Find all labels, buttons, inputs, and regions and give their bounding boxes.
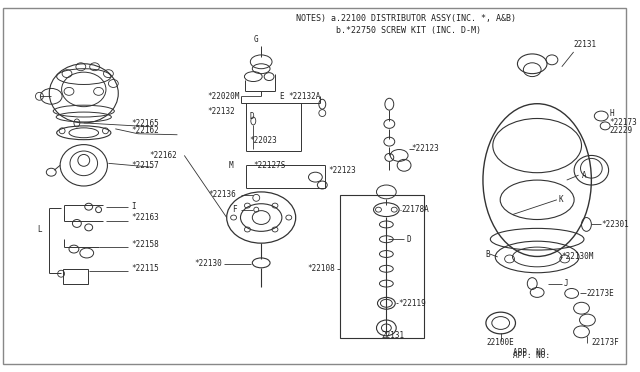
Text: b.*22750 SCREW KIT (INC. D-M): b.*22750 SCREW KIT (INC. D-M) (296, 26, 481, 35)
Text: *22130: *22130 (194, 259, 222, 268)
Text: 22100E: 22100E (487, 338, 515, 347)
Text: *22301: *22301 (601, 220, 629, 229)
Text: APP. NO.: APP. NO. (513, 351, 550, 360)
Text: M: M (229, 161, 234, 170)
Text: *22119: *22119 (398, 299, 426, 308)
Text: G: G (254, 35, 259, 44)
Text: 22131: 22131 (573, 39, 596, 49)
Text: APP. NO.: APP. NO. (513, 348, 550, 357)
Text: 22229: 22229 (609, 126, 632, 135)
Text: *22165: *22165 (131, 119, 159, 128)
Text: *22132: *22132 (207, 107, 235, 116)
Text: *22158: *22158 (131, 240, 159, 248)
Text: 22173F: 22173F (591, 338, 619, 347)
Text: J: J (564, 279, 568, 288)
Text: *22136: *22136 (209, 190, 237, 199)
Text: E: E (279, 92, 284, 101)
Text: 22131: 22131 (381, 331, 404, 340)
Text: *22108: *22108 (307, 264, 335, 273)
Text: *22162: *22162 (150, 151, 177, 160)
Text: D: D (406, 235, 411, 244)
Text: *22123: *22123 (328, 166, 356, 175)
Text: *22020M: *22020M (207, 92, 239, 101)
Text: K: K (559, 195, 563, 204)
Text: *22127S: *22127S (253, 161, 285, 170)
Bar (63, 269, 88, 283)
Text: H: H (609, 109, 614, 118)
Text: *22163: *22163 (131, 213, 159, 222)
Text: D: D (250, 112, 254, 121)
Text: A: A (582, 171, 586, 180)
Text: F: F (232, 205, 237, 214)
Text: B: B (485, 250, 490, 259)
Text: 22178A: 22178A (401, 205, 429, 214)
Text: NOTES) a.22100 DISTRIBUTOR ASSY(INC. *, A&B): NOTES) a.22100 DISTRIBUTOR ASSY(INC. *, … (296, 14, 516, 23)
Text: 22173E: 22173E (586, 289, 614, 298)
Text: *22115: *22115 (131, 264, 159, 273)
Text: *22173: *22173 (609, 118, 637, 128)
Bar (340, 195, 424, 338)
Text: *22157: *22157 (131, 161, 159, 170)
Text: *22132A: *22132A (289, 92, 321, 101)
Text: L: L (38, 225, 42, 234)
Text: I: I (131, 202, 136, 211)
Text: *22023: *22023 (250, 136, 277, 145)
Text: *22123: *22123 (411, 144, 439, 153)
Text: *22162: *22162 (131, 126, 159, 135)
Text: *22130M: *22130M (562, 253, 594, 262)
